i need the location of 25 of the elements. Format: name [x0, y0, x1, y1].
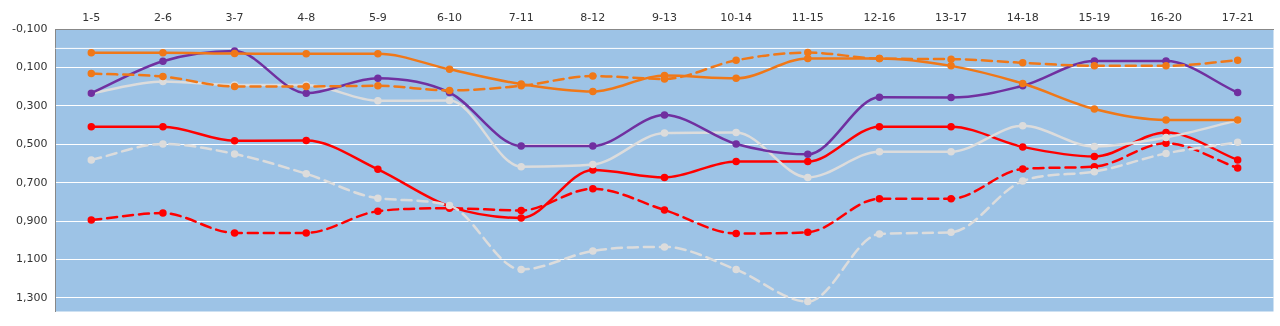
x-tick-label: 12-16: [863, 11, 896, 25]
x-tick-label: 11-15: [791, 11, 824, 25]
y-tick-label: 0,100: [15, 60, 48, 74]
x-tick-label: 6-10: [437, 11, 463, 25]
x-tick-label: 14-18: [1006, 11, 1039, 25]
x-tick-label: 3-7: [225, 11, 244, 25]
x-tick-label: 17-21: [1221, 11, 1254, 25]
x-tick-label: 13-17: [935, 11, 968, 25]
x-tick-label: 5-9: [368, 11, 387, 25]
y-tick-label: 0,900: [15, 214, 48, 228]
x-tick-label: 7-11: [508, 11, 534, 25]
x-tick-label: 9-13: [652, 11, 677, 25]
x-tick-label: 15-19: [1078, 11, 1111, 25]
y-tick-label: -0,100: [11, 22, 48, 36]
x-tick-label: 1-5: [82, 11, 101, 25]
y-tick-label: 1,300: [15, 290, 48, 304]
x-tick-label: 2-6: [153, 11, 172, 25]
y-tick-label: 0,300: [15, 98, 48, 112]
x-tick-label: 10-14: [720, 11, 753, 25]
x-tick-label: 4-8: [297, 11, 316, 25]
x-tick-label: 8-12: [580, 11, 606, 25]
y-tick-label: 1,100: [15, 252, 48, 266]
x-tick-label: 16-20: [1150, 11, 1183, 25]
y-tick-label: 0,500: [15, 137, 48, 151]
y-tick-label: 0,700: [15, 175, 48, 189]
